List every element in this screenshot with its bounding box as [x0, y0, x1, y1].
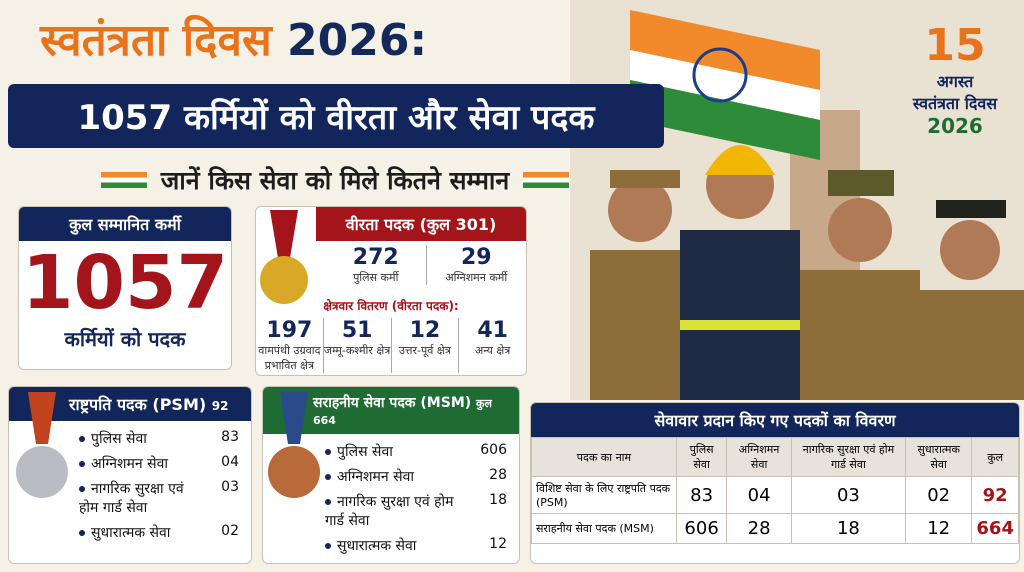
stat: 272 पुलिस कर्मी [326, 245, 426, 285]
stat-value: 197 [266, 318, 313, 343]
table-cell: 83 [675, 476, 728, 514]
badge-year: 2026 [927, 114, 983, 138]
badge-event: स्वतंत्रता दिवस [912, 94, 998, 113]
item-value: 83 [221, 429, 239, 445]
table-cell: 664 [971, 513, 1019, 544]
msm-total: कुल 664 [313, 397, 492, 427]
list-item: सुधारात्मक सेवा 02 [79, 523, 239, 542]
item-label: पुलिस सेवा [79, 429, 199, 448]
list-item: सुधारात्मक सेवा 12 [325, 536, 507, 555]
item-value: 03 [221, 479, 239, 495]
item-label: सुधारात्मक सेवा [325, 536, 467, 555]
column-header: नागरिक सुरक्षा एवं होम गार्ड सेवा [790, 437, 906, 477]
psm-items: पुलिस सेवा 83 अग्निशमन सेवा 04 नागरिक सुरक्ष… [79, 429, 239, 542]
medal-silver [16, 392, 68, 498]
list-item: पुलिस सेवा 606 [325, 442, 507, 461]
total-caption: कर्मियों को पदक [64, 327, 186, 351]
table-cell: 28 [726, 513, 792, 544]
table-cell: 02 [904, 476, 973, 514]
table-cell: विशिष्ट सेवा के लिए राष्ट्रपति पदक (PSM) [531, 476, 677, 514]
regions: 197 वामपंथी उग्रवाद प्रभावित क्षेत्र 51 जम्… [256, 318, 526, 373]
stat: 197 वामपंथी उग्रवाद प्रभावित क्षेत्र [256, 318, 323, 373]
item-label: अग्निशमन सेवा [79, 454, 199, 473]
total-card: कुल सम्मानित कर्मी 1057 कर्मियों को पदक [18, 206, 232, 370]
list-item: अग्निशमन सेवा 28 [325, 467, 507, 486]
subtitle: 1057 कर्मियों को वीरता और सेवा पदक [8, 84, 664, 148]
stat-value: 29 [460, 245, 492, 270]
table-cell: 606 [675, 513, 728, 544]
gallantry-card: वीरता पदक (कुल 301) 272 पुलिस कर्मी 29 अग्न… [255, 206, 527, 376]
msm-heading: सराहनीय सेवा पदक (MSM) [313, 395, 472, 411]
column-header: सुधारात्मक सेवा [904, 437, 973, 477]
stripe [523, 172, 570, 188]
tagline: जानें किस सेवा को मिले कितने सम्मान [50, 160, 620, 200]
medal-gold [260, 210, 308, 304]
stat-value: 272 [352, 245, 399, 270]
item-label: अग्निशमन सेवा [325, 467, 467, 486]
item-value: 28 [489, 467, 507, 483]
list-item: अग्निशमन सेवा 04 [79, 454, 239, 473]
total-value: 1057 [22, 240, 228, 326]
badge-month: अगस्त [936, 72, 974, 91]
table-card: सेवावार प्रदान किए गए पदकों का विवरण पदक… [530, 402, 1020, 564]
medal-table: पदक का नाम पुलिस सेवा अग्निशमन सेवा नागरिक … [531, 437, 1019, 544]
stat-value: 51 [341, 318, 373, 343]
msm-items: पुलिस सेवा 606 अग्निशमन सेवा 28 नागरिक सुरक्… [325, 442, 507, 555]
table-cell: 92 [971, 476, 1019, 514]
list-item: नागरिक सुरक्षा एवं होम गार्ड सेवा 03 [79, 479, 239, 517]
item-value: 02 [221, 523, 239, 539]
stat-value: 12 [409, 318, 441, 343]
tagline-text: जानें किस सेवा को मिले कितने सम्मान [160, 166, 510, 195]
stat-label: उत्तर-पूर्व क्षेत्र [398, 344, 451, 357]
item-label: पुलिस सेवा [325, 442, 467, 461]
column-header: पुलिस सेवा [675, 437, 728, 477]
column-header: कुल [971, 437, 1019, 477]
stat-label: अन्य क्षेत्र [474, 344, 511, 357]
table-cell: 18 [790, 513, 906, 544]
title-year: 2026: [287, 15, 428, 66]
list-item: नागरिक सुरक्षा एवं होम गार्ड सेवा 18 [325, 492, 507, 530]
item-value: 04 [221, 454, 239, 470]
badge: 15 अगस्त स्वतंत्रता दिवस 2026 [888, 22, 1022, 172]
medal-bronze [268, 392, 320, 498]
card-heading: सराहनीय सेवा पदक (MSM) कुल 664 [263, 387, 519, 434]
table-cell: 03 [790, 476, 906, 514]
column-header: अग्निशमन सेवा [726, 437, 792, 477]
photo [570, 0, 1024, 400]
stat-label: जम्मू-कश्मीर क्षेत्र [323, 344, 391, 357]
list-item: पुलिस सेवा 83 [79, 429, 239, 448]
badge-day: 15 [924, 20, 986, 71]
table-cell: 12 [904, 513, 973, 544]
table-cell: 04 [726, 476, 792, 514]
regional-heading: क्षेत्रवार वितरण (वीरता पदक): [323, 299, 459, 313]
card-heading: वीरता पदक (कुल 301) [316, 207, 526, 241]
psm-total: 92 [211, 399, 229, 413]
stat-label: वामपंथी उग्रवाद प्रभावित क्षेत्र [258, 344, 321, 372]
stat-label: अग्निशमन कर्मी [445, 271, 508, 284]
stat: 29 अग्निशमन कर्मी [425, 245, 527, 285]
table-cell: सराहनीय सेवा पदक (MSM) [531, 513, 677, 544]
item-label: नागरिक सुरक्षा एवं होम गार्ड सेवा [79, 479, 199, 517]
gallantry-items: 272 पुलिस कर्मी 29 अग्निशमन कर्मी [326, 245, 526, 285]
item-label: नागरिक सुरक्षा एवं होम गार्ड सेवा [325, 492, 467, 530]
item-label: सुधारात्मक सेवा [79, 523, 199, 542]
item-value: 606 [480, 442, 507, 458]
stripe [100, 172, 147, 188]
stat: 12 उत्तर-पूर्व क्षेत्र [390, 318, 459, 373]
table-row: सराहनीय सेवा पदक (MSM) 606 28 18 12 664 [531, 513, 1019, 544]
stat-label: पुलिस कर्मी [353, 271, 399, 284]
psm-heading: राष्ट्रपति पदक (PSM) [69, 395, 207, 414]
stat-value: 41 [477, 318, 508, 343]
item-value: 12 [489, 536, 507, 552]
card-heading: कुल सम्मानित कर्मी [19, 207, 231, 241]
title: स्वतंत्रता दिवस 2026: [40, 8, 427, 68]
table-row: विशिष्ट सेवा के लिए राष्ट्रपति पदक (PSM)… [531, 476, 1019, 514]
stat: 51 जम्मू-कश्मीर क्षेत्र [322, 318, 391, 373]
stat: 41 अन्य क्षेत्र [458, 318, 526, 373]
table-title: सेवावार प्रदान किए गए पदकों का विवरण [531, 403, 1019, 437]
item-value: 18 [489, 492, 507, 508]
column-header: पदक का नाम [531, 437, 677, 477]
title-text: स्वतंत्रता दिवस [40, 15, 272, 66]
